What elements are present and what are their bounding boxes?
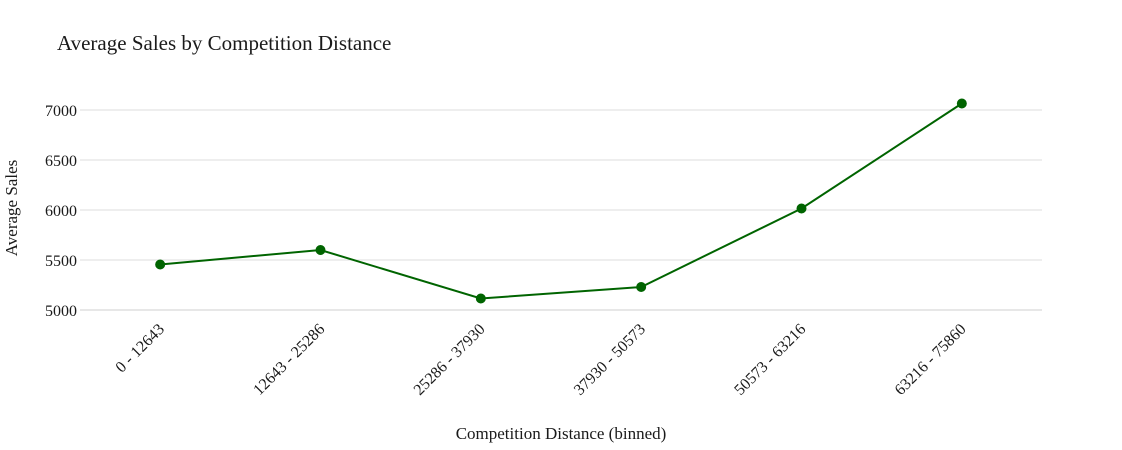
y-axis-ticks: 5000 5500 6000 6500 7000 xyxy=(45,103,77,320)
x-tick-label: 12643 - 25286 xyxy=(250,321,328,399)
x-axis-title: Competition Distance (binned) xyxy=(456,424,667,443)
data-point[interactable] xyxy=(956,98,967,109)
data-point[interactable] xyxy=(315,245,326,255)
x-tick-label: 63216 - 75860 xyxy=(892,321,970,399)
y-tick-label: 6000 xyxy=(45,203,77,220)
chart-title: Average Sales by Competition Distance xyxy=(57,31,391,55)
x-tick-label: 50573 - 63216 xyxy=(731,321,809,399)
y-axis-title: Average Sales xyxy=(2,160,21,256)
data-point[interactable] xyxy=(796,203,807,214)
series-line xyxy=(160,102,963,300)
series-markers xyxy=(155,98,967,304)
x-tick-label: 0 - 12643 xyxy=(113,321,168,376)
x-axis-ticks: 0 - 12643 12643 - 25286 25286 - 37930 37930… xyxy=(113,321,970,399)
data-point[interactable] xyxy=(636,282,647,292)
data-point[interactable] xyxy=(155,259,166,270)
y-tick-label: 5500 xyxy=(45,253,77,270)
y-tick-label: 5000 xyxy=(45,303,77,320)
x-tick-label: 25286 - 37930 xyxy=(411,321,489,399)
gridlines xyxy=(80,109,1042,311)
y-tick-label: 6500 xyxy=(45,153,77,170)
x-tick-label: 37930 - 50573 xyxy=(571,321,649,399)
y-tick-label: 7000 xyxy=(45,103,77,120)
data-point[interactable] xyxy=(475,293,486,304)
